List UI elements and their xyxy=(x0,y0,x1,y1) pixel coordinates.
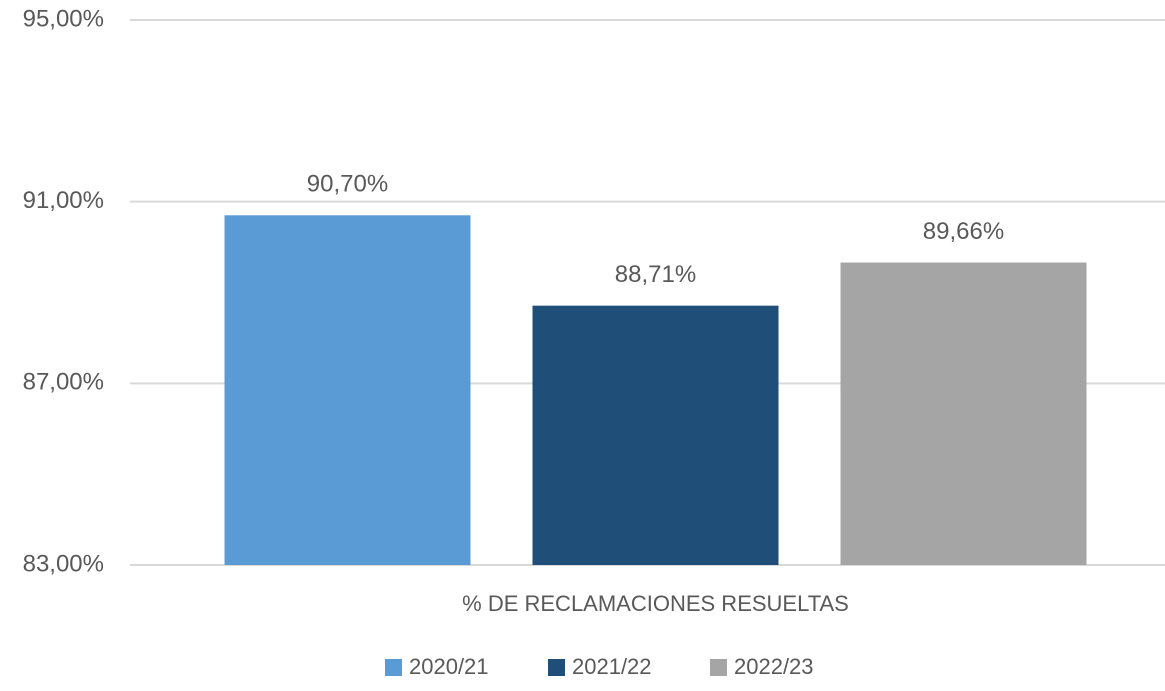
y-tick-label: 87,00% xyxy=(23,369,104,396)
legend-swatch xyxy=(710,659,727,676)
legend-swatch xyxy=(548,659,565,676)
bar xyxy=(532,305,779,565)
data-label: 89,66% xyxy=(923,218,1004,245)
legend-label: 2021/22 xyxy=(572,654,652,679)
y-tick-label: 91,00% xyxy=(23,187,104,214)
data-label: 90,70% xyxy=(307,171,388,198)
bar xyxy=(840,262,1087,565)
legend-label: 2022/23 xyxy=(734,654,814,679)
y-tick-label: 95,00% xyxy=(23,5,104,32)
legend-swatch xyxy=(385,659,402,676)
legend-label: 2020/21 xyxy=(409,654,489,679)
x-tick-label: % DE RECLAMACIONES RESUELTAS xyxy=(462,591,849,616)
bar xyxy=(224,215,471,565)
y-tick-label: 83,00% xyxy=(23,550,104,577)
data-label: 88,71% xyxy=(615,261,696,288)
